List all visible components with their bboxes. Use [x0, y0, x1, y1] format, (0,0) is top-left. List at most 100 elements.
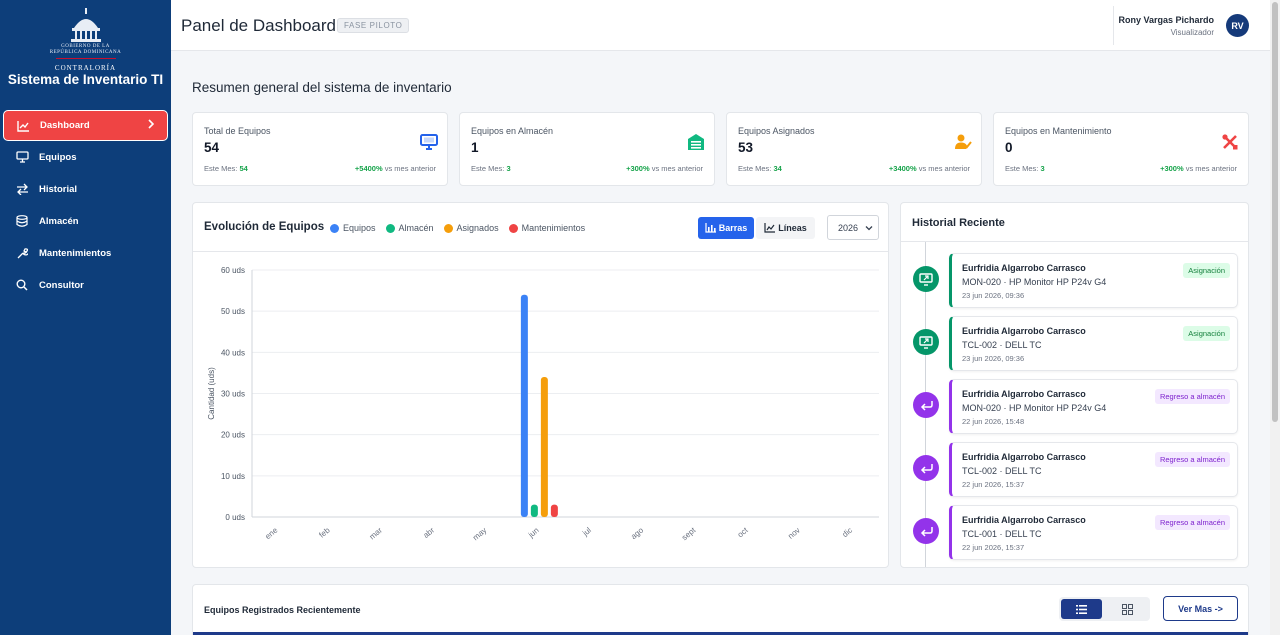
stat-month: Este Mes: 34 — [738, 164, 782, 173]
x-tick-label: jun — [526, 526, 541, 540]
sidebar-nav: Dashboard Equipos Historial Almacén — [0, 110, 171, 301]
stat-value: 0 — [1005, 140, 1013, 155]
stat-label: Equipos en Almacén — [471, 126, 554, 136]
x-tick-label: may — [471, 526, 488, 543]
stat-label: Equipos Asignados — [738, 126, 815, 136]
bars-view-button[interactable]: Barras — [698, 217, 754, 239]
history-equipment: MON-020 · HP Monitor HP P24v G4 — [962, 277, 1107, 287]
sidebar-item-historial[interactable]: Historial — [3, 173, 168, 205]
wrench-icon — [15, 246, 29, 260]
search-icon — [15, 278, 29, 292]
list-view-button[interactable] — [1061, 599, 1102, 619]
history-item[interactable]: Eurfridia Algarrobo Carrasco MON-020 · H… — [949, 379, 1238, 434]
x-tick-label: nov — [786, 526, 802, 541]
chart-legend: Equipos Almacén Asignados Mantenimientos — [330, 223, 595, 233]
grid-view-button[interactable] — [1107, 599, 1148, 619]
y-tick-label: 10 uds — [221, 472, 245, 481]
warehouse-icon — [688, 134, 704, 150]
stat-card-almacen: Equipos en Almacén 1 Este Mes: 3 +300% v… — [459, 112, 715, 186]
lines-view-button[interactable]: Líneas — [756, 217, 815, 239]
history-user: Eurfridia Algarrobo Carrasco — [962, 263, 1086, 273]
status-badge: Regreso a almacén — [1154, 515, 1230, 530]
legend-dot — [443, 223, 453, 233]
phase-badge: FASE PILOTO — [337, 18, 410, 33]
arrows-exchange-icon — [15, 182, 29, 196]
y-tick-label: 30 uds — [221, 390, 245, 399]
legend-item-mantenimientos[interactable]: Mantenimientos — [508, 223, 585, 233]
chevron-down-icon — [865, 226, 873, 231]
sidebar-item-consultor[interactable]: Consultor — [3, 269, 168, 301]
stat-month: Este Mes: 3 — [1005, 164, 1045, 173]
legend-item-almacen[interactable]: Almacén — [385, 223, 434, 233]
bar-mantenimientos — [550, 504, 558, 517]
sidebar-item-label: Historial — [39, 183, 78, 195]
history-timestamp: 22 jun 2026, 15:37 — [962, 543, 1025, 552]
sidebar-item-label: Consultor — [39, 279, 84, 291]
history-divider — [901, 241, 1248, 242]
sidebar-item-mantenimientos[interactable]: Mantenimientos — [3, 237, 168, 269]
x-tick-label: ago — [629, 525, 645, 541]
history-item[interactable]: Eurfridia Algarrobo Carrasco TCL-002 · D… — [949, 442, 1238, 497]
history-equipment: TCL-002 · DELL TC — [962, 466, 1042, 476]
avatar[interactable]: RV — [1226, 14, 1249, 37]
recent-title: Equipos Registrados Recientemente — [204, 605, 361, 615]
list-icon — [1076, 604, 1087, 614]
history-item[interactable]: Eurfridia Algarrobo Carrasco TCL-001 · D… — [949, 505, 1238, 560]
history-panel: Historial Reciente Eurfridia Algarrobo C… — [900, 202, 1249, 568]
page-title: Panel de Dashboard — [181, 16, 337, 35]
stat-label: Total de Equipos — [204, 126, 271, 136]
history-equipment: TCL-002 · DELL TC — [962, 340, 1042, 350]
sidebar-item-label: Almacén — [39, 215, 79, 227]
stat-delta: +300% vs mes anterior — [626, 164, 703, 173]
x-tick-label: dic — [841, 526, 855, 539]
return-event-icon — [913, 392, 939, 418]
chart-panel: Evolución de Equipos Equipos Almacén Asi… — [192, 202, 889, 568]
app-title: Sistema de Inventario TI — [7, 72, 164, 87]
line-chart-icon — [764, 223, 776, 233]
history-user: Eurfridia Algarrobo Carrasco — [962, 452, 1086, 462]
return-event-icon — [913, 518, 939, 544]
y-axis-title: Cantidad (uds) — [207, 367, 216, 420]
history-timestamp: 22 jun 2026, 15:48 — [962, 417, 1025, 426]
y-tick-label: 20 uds — [221, 431, 245, 440]
monitor-icon — [15, 150, 29, 164]
history-timestamp: 23 jun 2026, 09:36 — [962, 291, 1025, 300]
stat-card-mantenimiento: Equipos en Mantenimiento 0 Este Mes: 3 +… — [993, 112, 1249, 186]
sidebar-item-equipos[interactable]: Equipos — [3, 141, 168, 173]
sidebar-item-dashboard[interactable]: Dashboard — [3, 110, 168, 141]
history-timestamp: 23 jun 2026, 09:36 — [962, 354, 1025, 363]
legend-item-equipos[interactable]: Equipos — [330, 223, 376, 233]
year-select[interactable]: 2026 — [827, 215, 879, 240]
history-item[interactable]: Eurfridia Algarrobo Carrasco MON-020 · H… — [949, 253, 1238, 308]
legend-dot — [385, 223, 395, 233]
bar-chart-icon — [705, 223, 716, 233]
x-tick-label: sept — [680, 525, 698, 542]
grid-icon — [1122, 603, 1133, 615]
ver-mas-button[interactable]: Ver Mas -> — [1163, 596, 1238, 621]
x-tick-label: mar — [368, 525, 385, 541]
history-timestamp: 22 jun 2026, 15:37 — [962, 480, 1025, 489]
history-item[interactable]: Eurfridia Algarrobo Carrasco TCL-002 · D… — [949, 316, 1238, 371]
x-tick-label: ene — [263, 525, 279, 541]
history-user: Eurfridia Algarrobo Carrasco — [962, 326, 1086, 336]
sidebar: GOBIERNO DE LA REPÚBLICA DOMINICANA CONT… — [0, 0, 171, 635]
government-seal-icon — [70, 8, 101, 42]
assign-event-icon — [913, 329, 939, 355]
scrollbar-thumb[interactable] — [1272, 2, 1278, 422]
view-toggle — [1059, 597, 1150, 621]
user-name[interactable]: Rony Vargas Pichardo — [1118, 15, 1214, 25]
summary-title: Resumen general del sistema de inventari… — [192, 80, 452, 95]
monitor-icon — [420, 134, 438, 150]
page-scrollbar[interactable] — [1270, 0, 1280, 635]
assign-event-icon — [913, 266, 939, 292]
logo-divider — [55, 58, 116, 59]
sidebar-item-label: Dashboard — [40, 120, 90, 131]
history-equipment: MON-020 · HP Monitor HP P24v G4 — [962, 403, 1107, 413]
stat-card-asignados: Equipos Asignados 53 Este Mes: 34 +3400%… — [726, 112, 982, 186]
sidebar-item-label: Mantenimientos — [39, 247, 112, 259]
legend-item-asignados[interactable]: Asignados — [443, 223, 499, 233]
bar-asignados — [540, 377, 548, 517]
sidebar-item-almacen[interactable]: Almacén — [3, 205, 168, 237]
history-equipment: TCL-001 · DELL TC — [962, 529, 1042, 539]
chart-line-icon — [16, 119, 30, 133]
